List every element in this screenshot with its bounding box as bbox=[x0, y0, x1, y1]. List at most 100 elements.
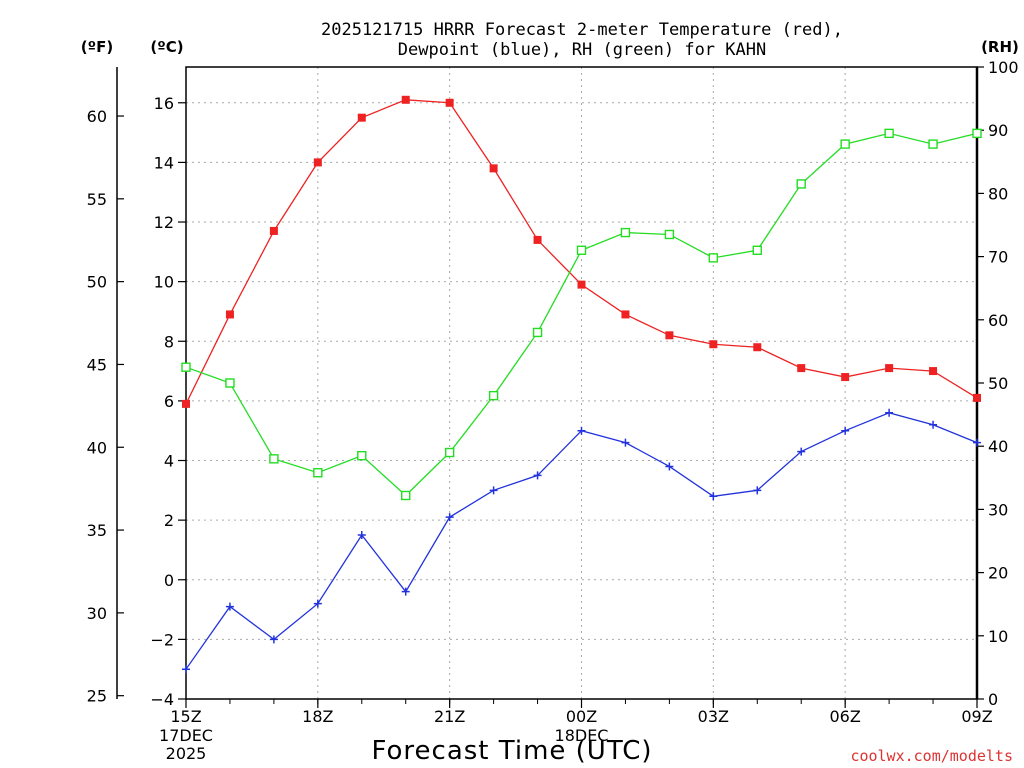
fahrenheit-tick-label: 35 bbox=[87, 521, 107, 540]
2-meter-temperature-point bbox=[973, 393, 981, 402]
rh-point bbox=[313, 468, 323, 478]
fahrenheit-unit-label: (ºF) bbox=[81, 38, 113, 56]
plot-frame bbox=[185, 66, 978, 700]
dewpoint-point bbox=[929, 420, 938, 429]
fahrenheit-tick-label: 45 bbox=[87, 355, 107, 374]
dewpoint-point bbox=[577, 426, 586, 435]
dewpoint-point bbox=[533, 471, 542, 480]
2-meter-temperature-point bbox=[797, 364, 806, 373]
axes: −4 −2 0 2 4 6 8 10 12 14 16 25 30 35 40 45 50 55 60 0 10 20 30… bbox=[87, 58, 1019, 763]
celsius-tick-label: 16 bbox=[154, 94, 174, 113]
series-layer bbox=[181, 95, 982, 674]
x-tick-label: 00Z bbox=[566, 707, 597, 726]
dewpoint-point bbox=[182, 665, 190, 674]
fahrenheit-tick-label: 30 bbox=[87, 604, 107, 623]
2-meter-temperature-point bbox=[182, 399, 190, 408]
2-meter-temperature-point bbox=[533, 235, 542, 244]
rh-point bbox=[620, 227, 631, 238]
rh-point bbox=[444, 447, 455, 458]
rh-tick-label: 70 bbox=[988, 248, 1008, 267]
2-meter-temperature-point bbox=[577, 280, 586, 289]
dewpoint-point bbox=[489, 486, 498, 495]
gridlines bbox=[186, 67, 977, 699]
dewpoint-point bbox=[269, 635, 278, 644]
x-tick-label: 18Z bbox=[302, 707, 333, 726]
celsius-tick-label: −2 bbox=[150, 630, 174, 649]
fahrenheit-tick-label: 25 bbox=[87, 687, 107, 706]
rh-point bbox=[928, 139, 938, 149]
rh-point bbox=[488, 390, 499, 401]
x-year-label: 2025 bbox=[166, 744, 207, 763]
rh-point bbox=[357, 450, 367, 461]
rh-point bbox=[401, 490, 411, 501]
rh-point bbox=[840, 139, 850, 149]
credit-text: coolwx.com/modelts bbox=[850, 747, 1013, 765]
dewpoint-point bbox=[665, 462, 674, 471]
rh-point bbox=[664, 229, 675, 240]
chart-subtitle: Dewpoint (blue), RH (green) for KAHN bbox=[398, 40, 766, 60]
dewpoint-point bbox=[357, 531, 366, 540]
fahrenheit-tick-label: 55 bbox=[87, 190, 107, 209]
rh-tick-label: 50 bbox=[988, 374, 1008, 393]
2-meter-temperature-point bbox=[269, 226, 278, 235]
2-meter-temperature-point bbox=[445, 98, 454, 107]
rh-point bbox=[225, 378, 235, 388]
rh-tick-label: 100 bbox=[988, 58, 1019, 77]
rh-tick-label: 10 bbox=[988, 627, 1008, 646]
rh-tick-label: 0 bbox=[988, 690, 998, 709]
celsius-tick-label: 8 bbox=[164, 332, 174, 351]
2-meter-temperature-point bbox=[709, 340, 718, 349]
2-meter-temperature-point bbox=[489, 164, 498, 173]
dewpoint-point bbox=[313, 599, 322, 608]
rh-point bbox=[269, 454, 279, 464]
rh-point bbox=[972, 128, 982, 139]
rh-point bbox=[181, 362, 191, 372]
rh-tick-label: 30 bbox=[988, 500, 1008, 519]
2-meter-temperature-point bbox=[929, 367, 938, 376]
celsius-tick-label: 10 bbox=[154, 273, 174, 292]
rh-tick-label: 90 bbox=[988, 121, 1008, 140]
rh-point bbox=[708, 253, 719, 263]
x-tick-label: 09Z bbox=[961, 707, 992, 726]
rh-point bbox=[752, 245, 762, 255]
x-tick-label: 21Z bbox=[434, 707, 465, 726]
2-meter-temperature-point bbox=[841, 373, 850, 382]
rh-unit-label: (RH) bbox=[981, 38, 1019, 56]
fahrenheit-tick-label: 60 bbox=[87, 107, 107, 126]
dewpoint-point bbox=[445, 513, 454, 522]
celsius-tick-label: 4 bbox=[164, 452, 174, 471]
rh-point bbox=[884, 128, 894, 139]
rh-point bbox=[796, 179, 806, 189]
2-meter-temperature-point bbox=[313, 158, 322, 167]
2-meter-temperature-point bbox=[621, 310, 630, 319]
dewpoint-point bbox=[885, 408, 894, 417]
2-meter-temperature-point bbox=[357, 113, 366, 122]
celsius-tick-label: 6 bbox=[164, 392, 174, 411]
dewpoint-point bbox=[401, 587, 410, 596]
x-axis-title: Forecast Time (UTC) bbox=[371, 736, 652, 766]
dewpoint-point bbox=[753, 486, 762, 495]
dewpoint-point bbox=[709, 492, 718, 501]
x-date-label: 17DEC bbox=[159, 726, 213, 745]
2-meter-temperature-point bbox=[225, 310, 234, 319]
2-meter-temperature-point bbox=[665, 331, 674, 340]
dewpoint-point bbox=[621, 438, 630, 447]
2-meter-temperature-point bbox=[401, 95, 410, 104]
fahrenheit-tick-label: 50 bbox=[87, 273, 107, 292]
dewpoint-point bbox=[973, 438, 981, 447]
rh-tick-label: 60 bbox=[988, 311, 1008, 330]
celsius-unit-label: (ºC) bbox=[150, 38, 183, 56]
celsius-tick-label: 2 bbox=[164, 511, 174, 530]
chart-title: 2025121715 HRRR Forecast 2-meter Tempera… bbox=[321, 20, 843, 40]
celsius-tick-label: −4 bbox=[150, 690, 174, 709]
rh-tick-label: 40 bbox=[988, 437, 1008, 456]
x-tick-label: 15Z bbox=[170, 707, 201, 726]
x-tick-label: 03Z bbox=[698, 707, 729, 726]
2-meter-temperature-point bbox=[753, 343, 762, 352]
dewpoint-point bbox=[841, 426, 850, 435]
x-date-label: 18DEC bbox=[555, 726, 609, 745]
dewpoint-point bbox=[797, 447, 806, 456]
fahrenheit-tick-label: 40 bbox=[87, 438, 107, 457]
rh-tick-label: 80 bbox=[988, 184, 1008, 203]
